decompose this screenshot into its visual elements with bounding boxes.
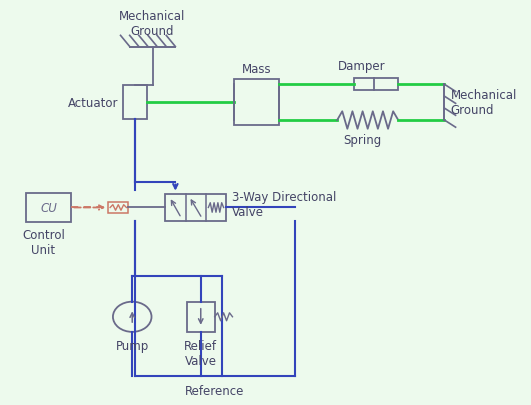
Bar [108, 202, 129, 213]
Text: Mechanical
Ground: Mechanical Ground [119, 10, 186, 38]
Bar [354, 79, 398, 91]
Bar [25, 193, 71, 223]
Text: Reference: Reference [185, 384, 244, 396]
Text: 3-Way Directional
Valve: 3-Way Directional Valve [232, 191, 337, 219]
Text: Pump: Pump [116, 339, 149, 352]
Text: Damper: Damper [338, 60, 386, 72]
Text: Spring: Spring [343, 133, 381, 146]
Bar [123, 86, 147, 120]
Text: Relief
Valve: Relief Valve [184, 339, 217, 367]
Bar [187, 302, 215, 332]
Text: Mechanical
Ground: Mechanical Ground [450, 89, 517, 117]
Text: Mass: Mass [242, 62, 271, 75]
Text: CU: CU [40, 201, 57, 214]
Text: Control
Unit: Control Unit [22, 229, 65, 257]
Text: Actuator: Actuator [68, 96, 118, 109]
Bar [165, 194, 226, 222]
Bar [234, 80, 279, 126]
